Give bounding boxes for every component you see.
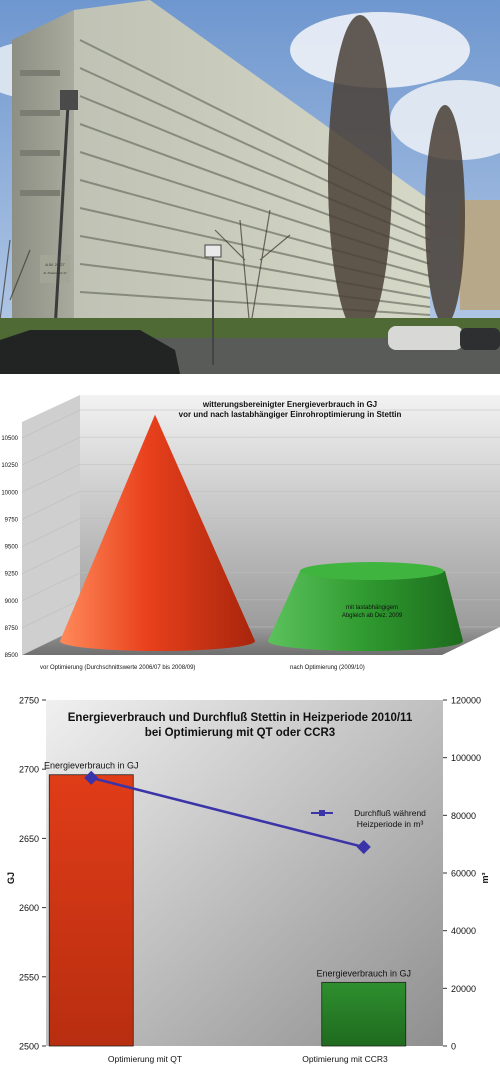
chart2-title: Energieverbrauch und Durchfluß Stettin i… bbox=[68, 712, 413, 724]
gridline bbox=[21, 409, 81, 439]
chart1-category-label: vor Optimierung (Durchschnittswerte 2006… bbox=[40, 665, 195, 671]
bar bbox=[321, 981, 407, 1047]
side-windows bbox=[20, 70, 60, 196]
chart1-subtitle: vor und nach lastabhängiger Einrohroptim… bbox=[179, 410, 402, 419]
gridline bbox=[21, 491, 81, 520]
y-tick-label: 9000 bbox=[5, 599, 19, 605]
legend-label-line2: Heizperiode in m³ bbox=[357, 819, 424, 829]
street-lamp-pole bbox=[53, 104, 70, 331]
chart2-y-axis-left: 2500 2550 2600 2650 2700 2750 bbox=[19, 696, 46, 1052]
building-sign bbox=[40, 255, 70, 283]
y-tick-label-right: 0 bbox=[451, 1042, 456, 1052]
y-tick-label: 10500 bbox=[1, 436, 18, 442]
y-tick-label-left: 2600 bbox=[19, 903, 39, 913]
chart2-subtitle: bei Optimierung mit QT oder CCR3 bbox=[145, 727, 335, 739]
bare-branches bbox=[0, 209, 291, 331]
y-tick-label-right: 80000 bbox=[451, 811, 476, 821]
y-tick-label: 9250 bbox=[5, 572, 19, 578]
dark-car bbox=[460, 328, 500, 350]
y-tick-label-right: 120000 bbox=[451, 696, 481, 706]
gridline bbox=[21, 463, 81, 493]
chart2-bars: Energieverbrauch in GJ Energieverbrauch i… bbox=[44, 761, 411, 1047]
chart2-y-axis-label-right: m³ bbox=[480, 872, 490, 883]
cone-green bbox=[268, 571, 463, 652]
chart1-side-wall bbox=[22, 395, 80, 655]
chart2-y-axis-label-left: GJ bbox=[6, 872, 16, 884]
cone-red bbox=[60, 414, 255, 652]
y-tick-label-left: 2650 bbox=[19, 834, 39, 844]
chart2-category-label: Optimierung mit QT bbox=[108, 1054, 182, 1064]
chart2-category-label: Optimierung mit CCR3 bbox=[302, 1054, 388, 1064]
legend-label-line1: Durchfluß während bbox=[354, 808, 426, 818]
bar-data-label: Energieverbrauch in GJ bbox=[316, 968, 411, 978]
bar bbox=[48, 774, 134, 1047]
chart1-annotation-line1: mit lastabhängigem bbox=[346, 605, 398, 611]
sign-text-line1: A.W. 26/27 bbox=[45, 262, 65, 267]
y-tick-label: 8750 bbox=[5, 626, 19, 632]
y-tick-label: 10000 bbox=[1, 490, 18, 496]
street-sign bbox=[204, 244, 222, 258]
bar-data-label: Energieverbrauch in GJ bbox=[44, 761, 139, 771]
background-building bbox=[460, 200, 500, 310]
y-tick-label: 9750 bbox=[5, 517, 19, 523]
y-tick-label-right: 100000 bbox=[451, 753, 481, 763]
chart1-cones bbox=[60, 414, 463, 652]
sign-text-line2: Al. Piastów 10-17 bbox=[43, 271, 67, 275]
poplar-trees bbox=[328, 15, 465, 335]
y-tick-label: 8500 bbox=[5, 653, 19, 659]
y-tick-label-left: 2550 bbox=[19, 972, 39, 982]
gridline bbox=[21, 436, 81, 466]
y-tick-label-right: 60000 bbox=[451, 869, 476, 879]
building-photo: A.W. 26/27 Al. Piastów 10-17 bbox=[0, 0, 500, 374]
building-photo-drawing: A.W. 26/27 Al. Piastów 10-17 bbox=[0, 0, 500, 374]
y-tick-label-right: 40000 bbox=[451, 926, 476, 936]
street-lamp-head bbox=[60, 90, 78, 110]
y-tick-label-right: 20000 bbox=[451, 984, 476, 994]
cone-chart: 8500 8750 9000 9250 9500 9750 10000 10250 10500 … bbox=[0, 387, 500, 680]
y-tick-label-left: 2500 bbox=[19, 1042, 39, 1052]
y-tick-label: 9500 bbox=[5, 545, 19, 551]
chart1-annotation-line2: Abgleich ab Dez. 2009 bbox=[342, 613, 403, 619]
gridline bbox=[21, 599, 81, 629]
line-point bbox=[356, 839, 371, 855]
cone-green-top bbox=[300, 562, 444, 581]
y-tick-label-left: 2700 bbox=[19, 765, 39, 775]
cloud bbox=[290, 12, 470, 88]
chart1-y-axis: 8500 8750 9000 9250 9500 9750 10000 10250 10500 bbox=[1, 436, 18, 659]
gridline bbox=[21, 572, 81, 602]
bar-line-chart: 2500 2550 2600 2650 2700 2750 0 20000 40000 6000… bbox=[0, 688, 500, 1080]
cone-chart-svg: 850087509000925095009750100001025010500 … bbox=[0, 387, 500, 680]
chart2-y-axis-right: 0 20000 40000 60000 80000 100000 120000 bbox=[443, 696, 481, 1052]
gridline bbox=[21, 518, 81, 547]
bar-line-chart-svg: 2500 2550 2600 2650 2700 2750 0 20000 40000 6000… bbox=[0, 688, 500, 1080]
foreground-car bbox=[0, 330, 180, 374]
y-tick-label-left: 2750 bbox=[19, 696, 39, 706]
white-car bbox=[388, 326, 463, 350]
y-tick-label: 10250 bbox=[1, 463, 18, 469]
legend-marker bbox=[319, 810, 325, 816]
chart2-legend: Durchfluß während Heizperiode in m³ bbox=[311, 808, 426, 829]
chart1-title: witterungsbereinigter Energieverbrauch i… bbox=[202, 400, 377, 409]
series-line bbox=[90, 776, 365, 849]
gridline bbox=[21, 545, 81, 574]
chart1-category-label: nach Optimierung (2009/10) bbox=[290, 665, 365, 671]
